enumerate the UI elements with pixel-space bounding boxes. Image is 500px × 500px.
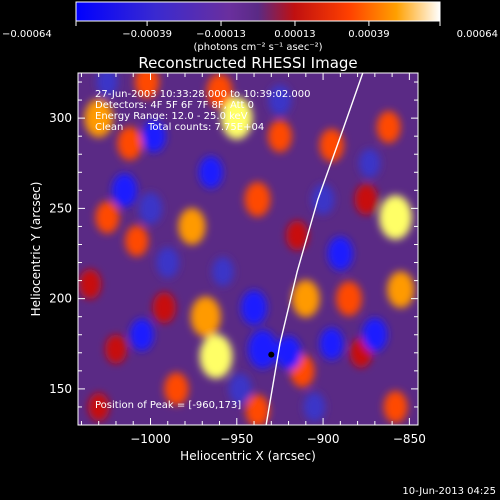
- negative-emission-blob: [248, 329, 278, 369]
- y-axis-label: Heliocentric Y (arcsec): [29, 182, 43, 317]
- x-tick-label: −850: [393, 432, 426, 446]
- algorithm-text: Clean: [95, 122, 123, 133]
- chart-title: Reconstructed RHESSI Image: [138, 54, 357, 72]
- negative-emission-blob: [156, 247, 180, 278]
- positive-emission-blob: [105, 334, 127, 364]
- footer-timestamp: 10-Jun-2013 04:25: [402, 486, 496, 497]
- positive-emission-blob: [376, 111, 401, 144]
- x-axis-label: Heliocentric X (arcsec): [180, 449, 316, 463]
- negative-emission-blob: [311, 184, 335, 215]
- positive-emission-blob: [95, 201, 120, 234]
- y-tick-label: 200: [49, 292, 72, 306]
- colorbar-tick-label: −0.00064: [2, 29, 52, 40]
- positive-emission-blob: [125, 225, 149, 257]
- positive-emission-blob: [178, 208, 206, 245]
- positive-emission-blob: [134, 73, 160, 99]
- negative-emission-blob: [228, 373, 252, 405]
- positive-emission-blob: [244, 181, 271, 217]
- detectors-text: Detectors: 4F 5F 6F 7F 8F, Att 0: [95, 100, 254, 111]
- positive-emission-blob: [164, 372, 189, 406]
- y-tick-label: 300: [49, 111, 72, 125]
- colorbar-unit-label: (photons cm⁻² s⁻¹ asec⁻²): [193, 42, 322, 53]
- positive-emission-blob: [206, 73, 233, 109]
- colorbar-tick-label: −0.00013: [196, 29, 246, 40]
- positive-emission-blob: [221, 96, 253, 140]
- positive-emission-blob: [117, 126, 143, 161]
- colorbar-tick-label: −0.00039: [122, 29, 172, 40]
- negative-emission-blob: [358, 148, 381, 178]
- y-tick-label: 150: [49, 382, 72, 396]
- negative-emission-blob: [96, 73, 119, 97]
- positive-emission-blob: [319, 128, 344, 162]
- positive-emission-blob: [286, 220, 309, 251]
- heatmap-area: [78, 73, 418, 425]
- positive-emission-blob: [267, 120, 292, 153]
- negative-emission-blob: [275, 335, 302, 370]
- time-range-text: 27-Jun-2003 10:33:28.000 to 10:39:02.000: [95, 89, 311, 100]
- negative-emission-blob: [303, 392, 326, 422]
- positive-emission-blob: [354, 183, 378, 215]
- negative-emission-blob: [138, 192, 163, 225]
- colorbar-tick-label: 0.00039: [348, 29, 389, 40]
- colorbar-tick-label: 0.00064: [457, 29, 498, 40]
- colorbar-ticks: −0.00064 −0.00039 −0.00013 0.00013 0.00039 0.…: [2, 21, 498, 40]
- plot-frame: [77, 72, 419, 426]
- x-tick-label: −950: [220, 432, 253, 446]
- peak-marker: [268, 351, 275, 358]
- positive-emission-blob: [379, 195, 413, 240]
- negative-emission-blob: [129, 318, 154, 351]
- negative-emission-blob: [362, 317, 388, 352]
- positive-emission-blob: [245, 394, 270, 425]
- energy-range-text: Energy Range: 12.0 - 25.0 keV: [95, 111, 248, 122]
- x-tick-label: −1000: [130, 432, 171, 446]
- colorbar: [75, 1, 441, 22]
- total-counts-text: Total counts: 7.75E+04: [147, 122, 264, 133]
- y-tick-label: 250: [49, 201, 72, 215]
- colorbar-tick-label: 0.00013: [274, 29, 315, 40]
- positive-emission-blob: [336, 281, 362, 317]
- negative-emission-blob: [111, 173, 138, 208]
- axis-ticks: −1000 −950 −900 −850 150 200 250 300: [49, 73, 426, 446]
- positive-emission-blob: [291, 279, 320, 318]
- negative-emission-blob: [198, 156, 223, 189]
- negative-emission-blob: [268, 84, 292, 116]
- negative-emission-blob: [212, 257, 234, 287]
- positive-emission-blob: [88, 392, 110, 422]
- positive-emission-blob: [383, 390, 408, 424]
- positive-emission-blob: [84, 98, 114, 138]
- negative-emission-blob: [319, 327, 344, 360]
- negative-emission-blob: [141, 119, 166, 153]
- negative-emission-blob: [241, 290, 268, 326]
- positive-emission-blob: [190, 296, 221, 337]
- annotation-block: 27-Jun-2003 10:33:28.000 to 10:39:02.000…: [95, 89, 311, 411]
- positive-emission-blob: [78, 269, 102, 300]
- solar-limb-curve: [265, 73, 364, 425]
- peak-position-text: Position of Peak = [-960,173]: [95, 400, 241, 411]
- positive-emission-blob: [199, 334, 233, 379]
- negative-emission-blob: [327, 236, 353, 271]
- x-tick-label: −900: [307, 432, 340, 446]
- positive-emission-blob: [387, 271, 415, 309]
- positive-emission-blob: [152, 292, 176, 324]
